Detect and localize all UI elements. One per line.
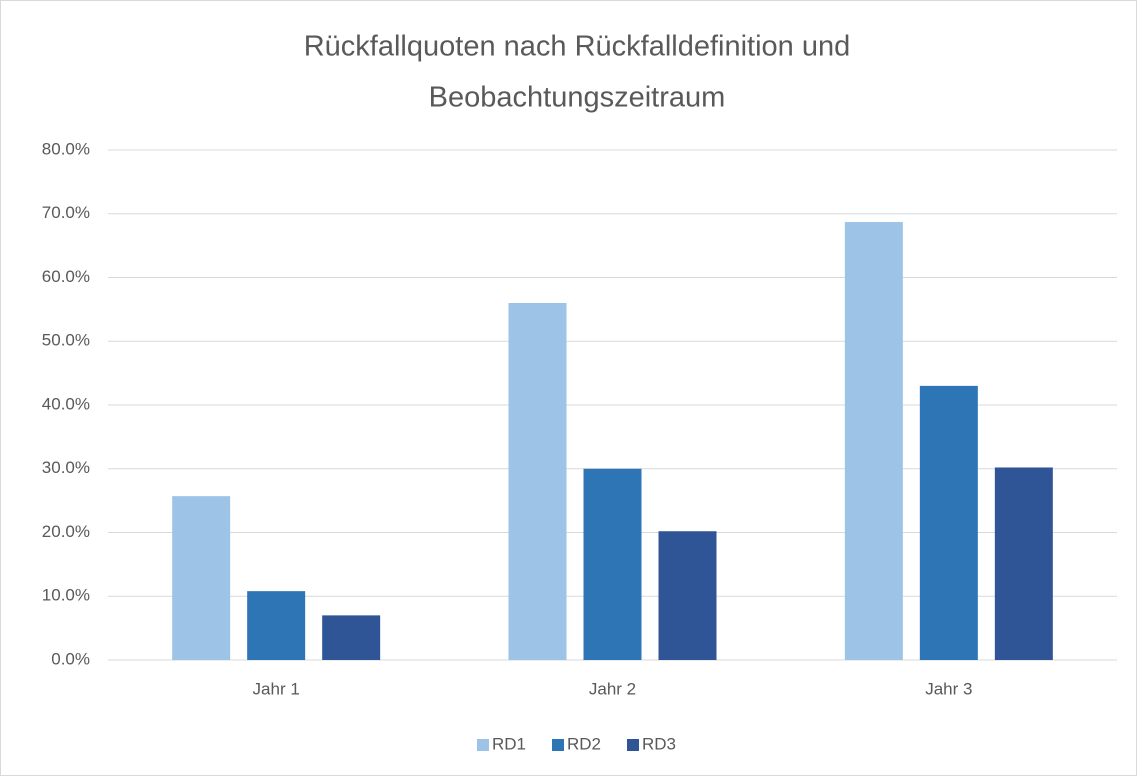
y-tick-label: 70.0% — [42, 203, 90, 222]
y-tick-label: 30.0% — [42, 458, 90, 477]
chart-title: Beobachtungszeitraum — [429, 82, 726, 114]
x-tick-label: Jahr 3 — [925, 679, 972, 698]
y-tick-label: 20.0% — [42, 522, 90, 541]
bar — [844, 222, 903, 660]
legend-label: RD3 — [642, 734, 676, 753]
y-tick-label: 40.0% — [42, 394, 90, 413]
y-tick-label: 80.0% — [42, 139, 90, 158]
bar — [919, 385, 978, 660]
legend-label: RD2 — [567, 734, 601, 753]
y-tick-label: 10.0% — [42, 586, 90, 605]
legend-label: RD1 — [492, 734, 526, 753]
legend-swatch — [477, 739, 489, 751]
y-tick-label: 60.0% — [42, 267, 90, 286]
legend-swatch — [627, 739, 639, 751]
x-tick-label: Jahr 1 — [253, 679, 300, 698]
chart-title: Rückfallquoten nach Rückfalldefinition u… — [304, 31, 851, 63]
bar — [994, 467, 1053, 660]
bar — [322, 615, 381, 660]
bar — [172, 496, 231, 660]
bar — [583, 468, 642, 660]
y-tick-label: 50.0% — [42, 331, 90, 350]
bar — [658, 531, 717, 660]
bar — [508, 303, 567, 660]
y-tick-label: 0.0% — [51, 649, 90, 668]
legend-swatch — [552, 739, 564, 751]
x-tick-label: Jahr 2 — [589, 679, 636, 698]
bar — [247, 591, 306, 660]
